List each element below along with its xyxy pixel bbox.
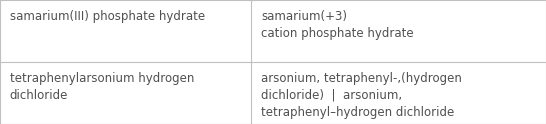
Text: samarium(+3)
cation phosphate hydrate: samarium(+3) cation phosphate hydrate bbox=[261, 10, 414, 40]
Text: arsonium, tetraphenyl-,(hydrogen
dichloride)  |  arsonium,
tetraphenyl–hydrogen : arsonium, tetraphenyl-,(hydrogen dichlor… bbox=[261, 72, 462, 119]
Text: tetraphenylarsonium hydrogen
dichloride: tetraphenylarsonium hydrogen dichloride bbox=[10, 72, 194, 102]
Text: samarium(III) phosphate hydrate: samarium(III) phosphate hydrate bbox=[10, 10, 205, 23]
